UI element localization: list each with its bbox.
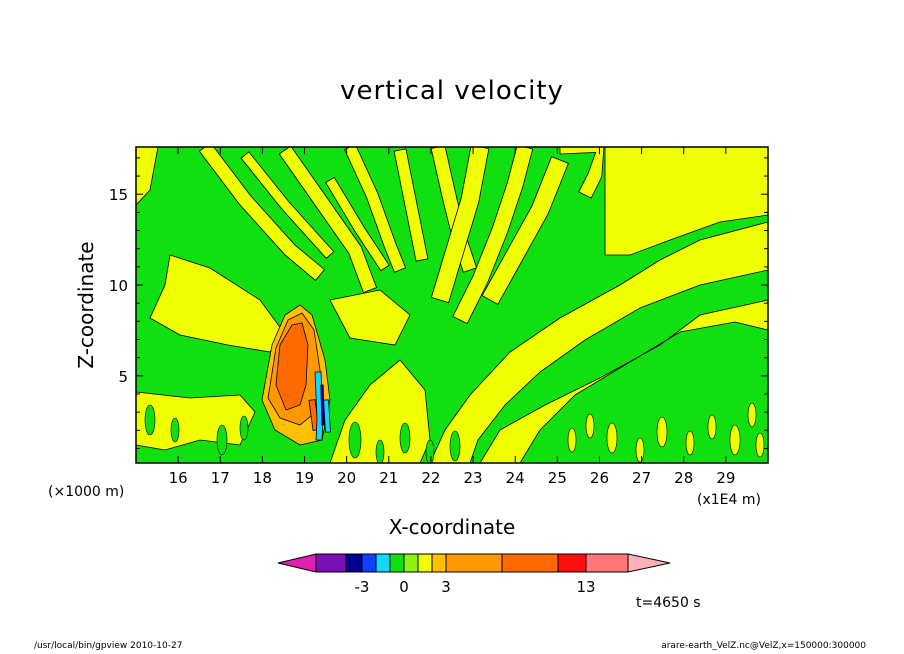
colorbar-bin <box>315 553 347 573</box>
small-cell <box>729 424 741 456</box>
small-cell <box>747 402 757 428</box>
x-tick-label: 24 <box>506 469 525 487</box>
y-tick-label: 10 <box>109 277 128 295</box>
updraft-streak <box>481 156 569 305</box>
updraft-streak <box>325 176 390 272</box>
updraft-streak <box>559 147 605 199</box>
colorbar-bin <box>417 553 433 573</box>
footer-program-date: /usr/local/bin/gpview 2010-10-27 <box>34 641 183 651</box>
colorbar-tick-label: 13 <box>576 578 595 596</box>
small-cell <box>449 430 461 462</box>
velocity-field <box>136 147 768 463</box>
small-cell <box>685 430 695 456</box>
colorbar-tick-label: 0 <box>399 578 409 596</box>
colorbar-bin <box>445 553 503 573</box>
axis-ticks: 16 17 18 19 20 21 22 23 24 25 26 27 28 29 5 10 15 <box>109 147 768 487</box>
colorbar: -3 0 3 13 <box>277 553 671 596</box>
updraft-region <box>604 147 768 256</box>
updraft-streak <box>198 147 326 281</box>
colorbar-bin <box>557 553 587 573</box>
colorbar-tick-label: 3 <box>441 578 451 596</box>
small-cell <box>755 432 765 458</box>
footer-data-source: arare-earth_VelZ.nc@VelZ,x=150000:300000 <box>661 641 866 651</box>
small-cell <box>348 421 362 459</box>
downdraft-core <box>320 384 325 426</box>
colorbar-tick-label: -3 <box>355 578 370 596</box>
small-cell <box>425 439 435 463</box>
x-tick-label: 16 <box>169 469 188 487</box>
y-tick-label: 5 <box>118 368 128 386</box>
updraft-streak <box>393 148 429 262</box>
updraft-streak <box>430 147 490 304</box>
colorbar-bin <box>345 553 363 573</box>
chart-title: vertical velocity <box>340 76 564 106</box>
colorbar-bin <box>403 553 419 573</box>
updraft-region <box>329 289 411 346</box>
x-scale-note: (x1E4 m) <box>697 492 761 508</box>
x-tick-label: 29 <box>716 469 735 487</box>
x-tick-label: 25 <box>548 469 567 487</box>
colorbar-bin <box>431 553 447 573</box>
colorbar-bin <box>585 553 629 573</box>
x-tick-label: 22 <box>421 469 440 487</box>
small-cell <box>635 437 645 463</box>
small-cell <box>656 416 668 448</box>
small-cell <box>375 439 385 463</box>
small-cell <box>567 427 577 453</box>
updraft-region <box>149 254 283 353</box>
small-cell <box>216 424 228 456</box>
updraft-streak <box>452 147 534 325</box>
x-tick-label: 27 <box>632 469 651 487</box>
x-tick-label: 17 <box>211 469 230 487</box>
x-tick-label: 26 <box>590 469 609 487</box>
x-axis-label: X-coordinate <box>388 515 516 539</box>
colorbar-end-high <box>627 553 671 573</box>
x-tick-label: 28 <box>674 469 693 487</box>
x-tick-label: 23 <box>464 469 483 487</box>
small-cell <box>170 417 180 443</box>
y-tick-label: 15 <box>109 186 128 204</box>
small-cell <box>606 422 618 454</box>
colorbar-end-low <box>277 553 317 573</box>
x-tick-label: 20 <box>337 469 356 487</box>
updraft-region <box>429 221 768 463</box>
small-cell <box>585 413 595 439</box>
colorbar-bin <box>361 553 377 573</box>
small-cell <box>399 422 411 454</box>
plot-frame <box>135 146 769 464</box>
colorbar-bin <box>389 553 405 573</box>
x-tick-label: 18 <box>253 469 272 487</box>
updraft-region <box>479 299 768 463</box>
small-cell <box>144 404 156 436</box>
x-tick-label: 19 <box>295 469 314 487</box>
updraft-streak <box>240 151 335 259</box>
colorbar-bin <box>501 553 559 573</box>
updraft-streak <box>344 147 407 273</box>
x-unit-note: (×1000 m) <box>48 484 125 500</box>
x-tick-label: 21 <box>379 469 398 487</box>
time-stamp: t=4650 s <box>636 595 701 611</box>
small-cell <box>707 414 717 440</box>
updraft-region <box>136 147 159 206</box>
small-cell <box>239 415 249 441</box>
downdraft <box>323 399 331 433</box>
plume-core <box>275 322 309 411</box>
updraft-streak <box>278 147 378 293</box>
colorbar-bin <box>375 553 391 573</box>
y-axis-label: Z-coordinate <box>74 241 98 369</box>
